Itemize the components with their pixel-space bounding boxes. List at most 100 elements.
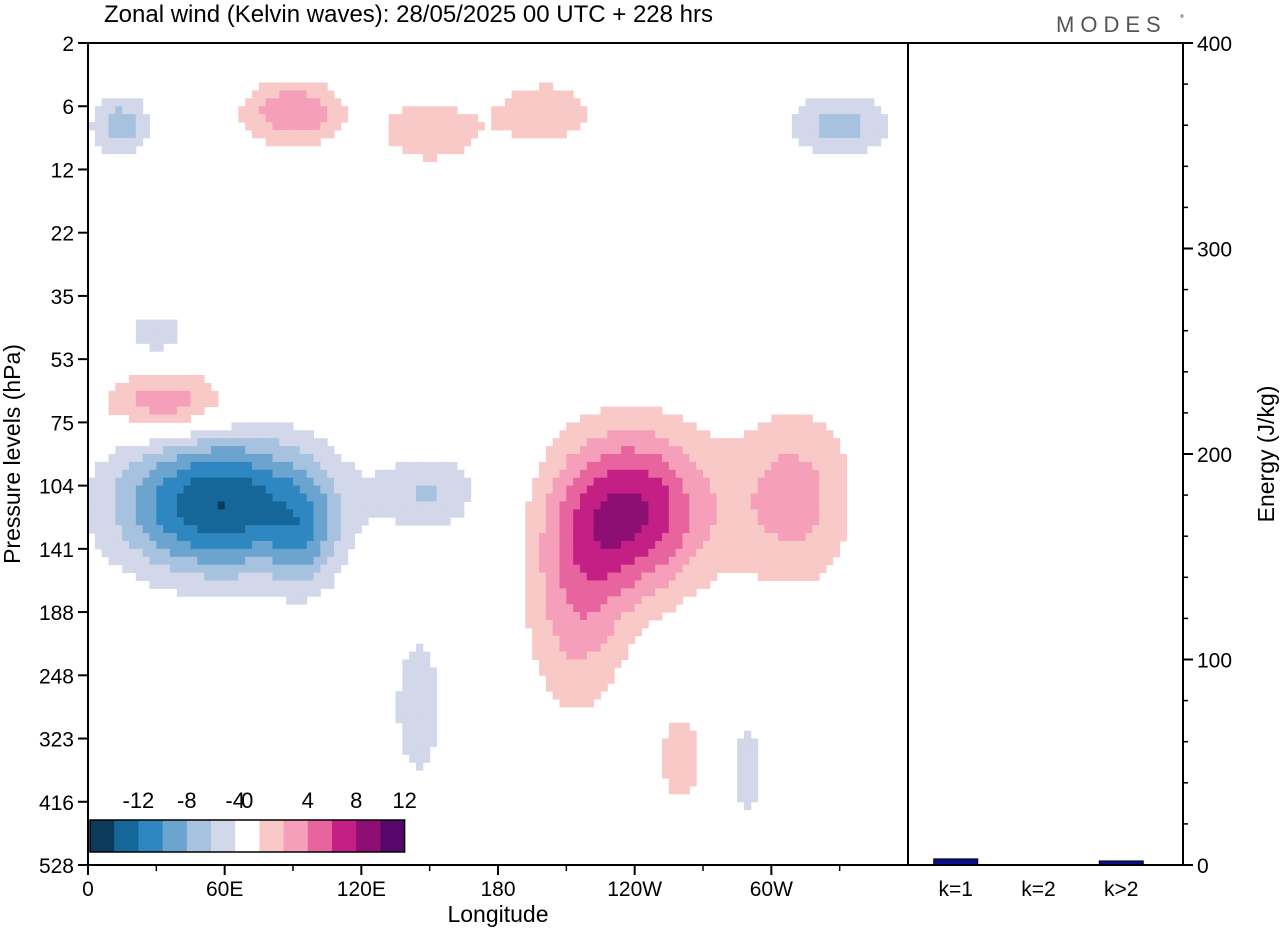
heatmap-cell — [265, 556, 273, 566]
heatmap-cell — [190, 517, 198, 526]
heatmap-cell — [552, 469, 560, 479]
heatmap-cell — [832, 137, 841, 147]
heatmap-cell — [819, 477, 827, 487]
heatmap-cell — [668, 778, 677, 787]
heatmap-cell — [416, 722, 424, 732]
heatmap-cell — [354, 469, 362, 479]
heatmap-cell — [532, 540, 540, 550]
heatmap-cell — [457, 114, 465, 123]
heatmap-cell — [791, 122, 800, 131]
heatmap-cell — [88, 525, 96, 534]
heatmap-cell — [504, 98, 513, 107]
heatmap-cell — [381, 509, 390, 518]
heatmap-cell — [627, 580, 636, 589]
heatmap-cell — [593, 477, 601, 487]
heatmap-cell — [839, 517, 847, 526]
heatmap-cell — [771, 446, 779, 455]
heatmap-cell — [217, 493, 226, 502]
heatmap-cell — [750, 493, 759, 502]
heatmap-cell — [416, 643, 424, 653]
heatmap-cell — [805, 469, 813, 479]
y-tick-label: 75 — [51, 412, 74, 435]
heatmap-cell — [545, 493, 554, 502]
heatmap-cell — [122, 469, 130, 479]
heatmap-cell — [703, 438, 711, 447]
heatmap-cell — [422, 699, 431, 708]
heatmap-cell — [395, 461, 403, 471]
heatmap-cell — [279, 122, 287, 131]
heatmap-cell — [129, 137, 137, 147]
heatmap-cell — [115, 525, 123, 534]
heatmap-cell — [709, 477, 718, 487]
heatmap-cell — [197, 390, 205, 400]
heatmap-cell — [416, 145, 424, 155]
heatmap-cell — [675, 501, 683, 510]
heatmap-cell — [750, 446, 759, 455]
heatmap-cell — [566, 422, 574, 431]
heatmap-cell — [668, 461, 677, 471]
heatmap-cell — [313, 517, 321, 526]
heatmap-cell — [388, 122, 396, 131]
heatmap-cell — [286, 477, 294, 487]
heatmap-cell — [696, 540, 704, 550]
heatmap-cell — [621, 619, 629, 629]
heatmap-cell — [607, 556, 615, 566]
heatmap-cell — [586, 485, 595, 495]
heatmap-cell — [655, 446, 663, 455]
heatmap-cell — [600, 667, 608, 676]
heatmap-cell — [621, 533, 629, 542]
heatmap-cell — [436, 114, 444, 123]
heatmap-cell — [641, 533, 649, 542]
heatmap-cell — [457, 477, 465, 487]
heatmap-cell — [238, 469, 246, 479]
heatmap-cell — [662, 438, 670, 447]
heatmap-cell — [566, 501, 574, 510]
heatmap-cell — [744, 540, 752, 550]
heatmap-cell — [586, 572, 595, 581]
heatmap-cell — [867, 122, 875, 131]
heatmap-cell — [252, 509, 260, 518]
heatmap-cell — [518, 98, 526, 107]
heatmap-cell — [190, 588, 198, 597]
heatmap-cell — [641, 501, 649, 510]
heatmap-cell — [224, 588, 232, 597]
heatmap-cell — [552, 446, 560, 455]
heatmap-cell — [682, 762, 690, 771]
heatmap-cell — [429, 129, 437, 139]
heatmap-cell — [648, 604, 656, 613]
heatmap-cell — [757, 438, 765, 447]
heatmap-cell — [539, 129, 547, 139]
heatmap-cell — [94, 517, 103, 526]
heatmap-cell — [573, 588, 581, 597]
heatmap-cell — [306, 580, 314, 589]
heatmap-cell — [600, 564, 608, 574]
heatmap-cell — [163, 509, 171, 518]
heatmap-cell — [286, 438, 294, 447]
heatmap-cell — [696, 580, 704, 589]
heatmap-cell — [648, 612, 656, 621]
heatmap-cell — [737, 438, 745, 447]
heatmap-cell — [122, 454, 130, 463]
heatmap-cell — [429, 114, 437, 123]
heatmap-cell — [450, 106, 458, 115]
heatmap-cell — [668, 548, 677, 558]
heatmap-cell — [272, 580, 280, 589]
heatmap-cell — [621, 454, 629, 463]
heatmap-cell — [757, 525, 765, 534]
heatmap-cell — [860, 98, 868, 107]
heatmap-cell — [573, 469, 581, 479]
heatmap-cell — [614, 430, 622, 439]
heatmap-cell — [135, 485, 144, 495]
heatmap-cell — [436, 145, 444, 155]
heatmap-cell — [832, 525, 841, 534]
heatmap-cell — [757, 501, 765, 510]
heatmap-cell — [873, 106, 882, 115]
heatmap-cell — [696, 501, 704, 510]
heatmap-cell — [539, 501, 547, 510]
heatmap-cell — [416, 754, 424, 763]
heatmap-cell — [655, 564, 663, 574]
heatmap-cell — [641, 556, 649, 566]
heatmap-cell — [600, 556, 608, 566]
heatmap-cell — [614, 477, 622, 487]
heatmap-cell — [211, 533, 219, 542]
